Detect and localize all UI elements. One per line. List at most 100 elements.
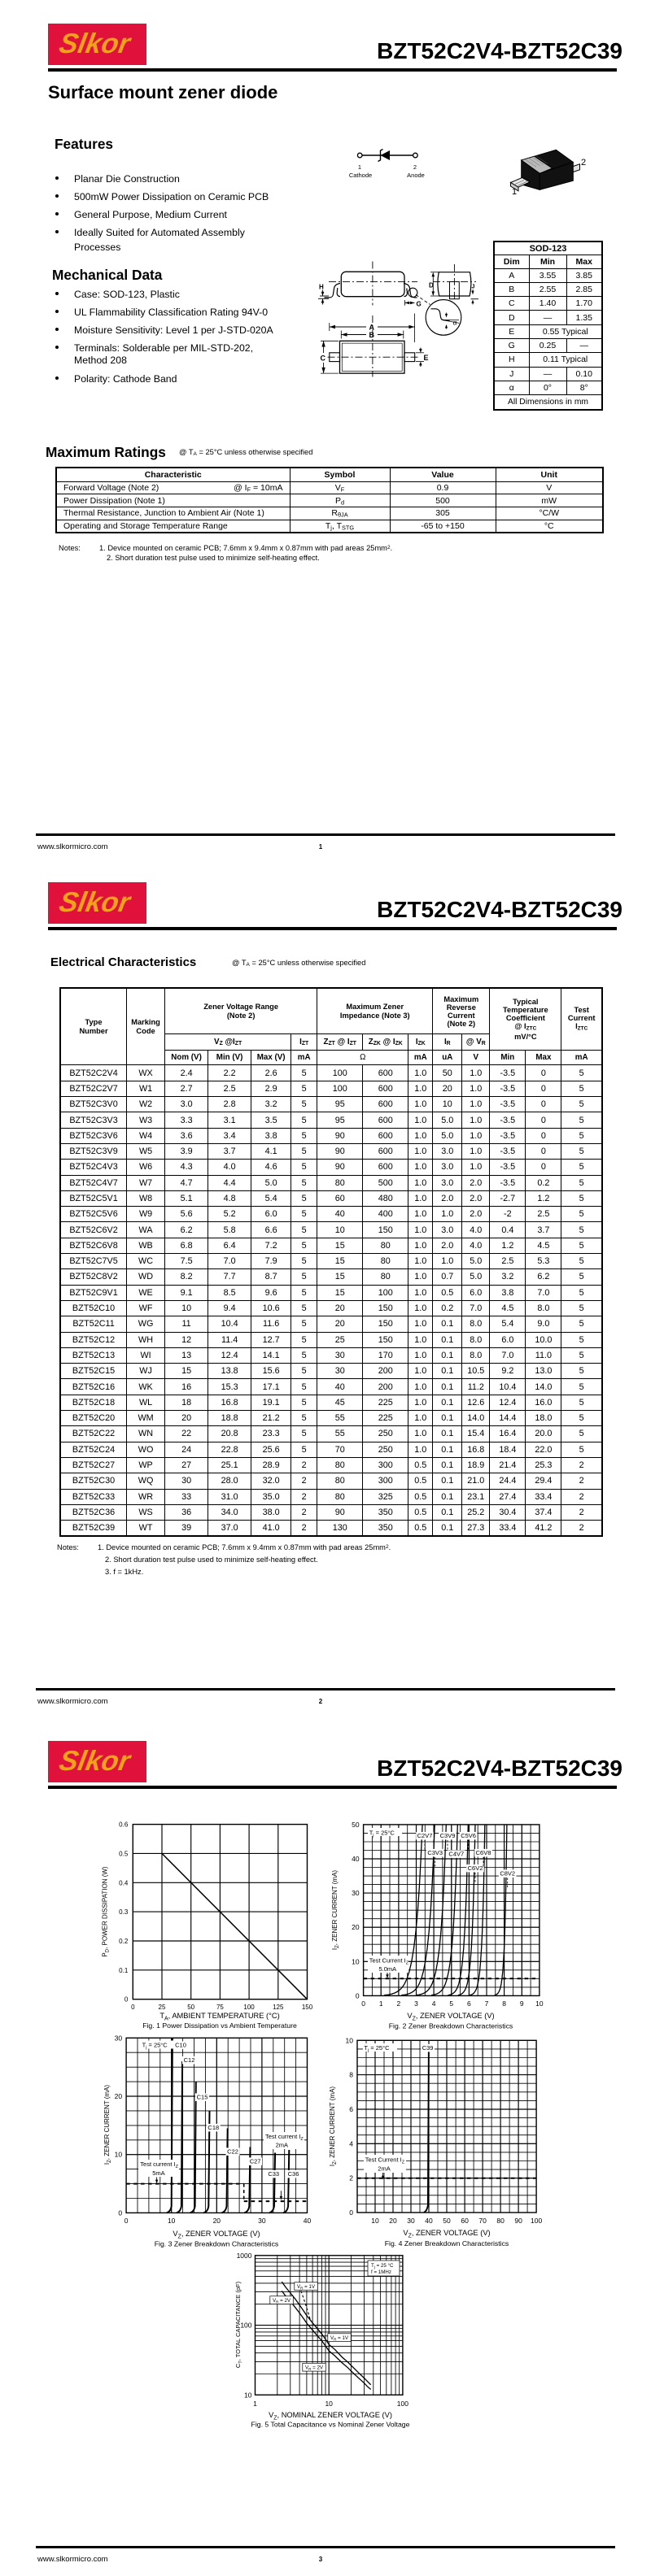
- svg-text:Anode: Anode: [407, 172, 425, 179]
- svg-text:0.5: 0.5: [119, 1850, 129, 1857]
- svg-text:10: 10: [325, 2400, 333, 2408]
- svg-text:30: 30: [352, 1889, 360, 1897]
- svg-text:20: 20: [352, 1923, 360, 1931]
- svg-text:40: 40: [352, 1855, 360, 1863]
- svg-text:VZ, ZENER VOLTAGE (V): VZ, ZENER VOLTAGE (V): [403, 2229, 490, 2239]
- svg-text:C3V3: C3V3: [427, 1849, 443, 1856]
- svg-text:C10: C10: [175, 2042, 186, 2049]
- svg-text:50: 50: [352, 1821, 360, 1829]
- svg-text:50: 50: [187, 2004, 194, 2011]
- svg-text:0: 0: [124, 1996, 129, 2004]
- svg-text:100: 100: [240, 2321, 251, 2330]
- svg-text:6: 6: [349, 2105, 353, 2113]
- svg-text:IZ, ZENER CURRENT (mA): IZ, ZENER CURRENT (mA): [103, 2085, 112, 2165]
- svg-text:30: 30: [115, 2034, 123, 2042]
- svg-text:6: 6: [467, 1999, 471, 2008]
- svg-text:α: α: [453, 319, 457, 327]
- svg-text:Fig. 4 Zener Breakdown Charac: Fig. 4 Zener Breakdown Characteristics: [385, 2239, 509, 2247]
- svg-text:Test current IZ: Test current IZ: [140, 2160, 178, 2169]
- svg-text:C33: C33: [268, 2170, 279, 2178]
- svg-text:0.4: 0.4: [119, 1879, 129, 1886]
- svg-text:C2V7: C2V7: [417, 1832, 433, 1839]
- svg-text:Test Current IZ: Test Current IZ: [365, 2156, 405, 2165]
- svg-text:H: H: [319, 284, 324, 291]
- svg-text:G: G: [417, 301, 422, 308]
- svg-text:C4V7: C4V7: [448, 1851, 464, 1858]
- svg-text:10: 10: [244, 2391, 252, 2399]
- svg-text:10: 10: [371, 2217, 379, 2225]
- svg-text:D: D: [429, 282, 434, 289]
- svg-text:Test Current IZ: Test Current IZ: [369, 1957, 409, 1966]
- svg-text:2mA: 2mA: [378, 2165, 390, 2173]
- svg-text:VR = 2V: VR = 2V: [273, 2298, 291, 2304]
- svg-text:60: 60: [461, 2217, 469, 2225]
- svg-text:C36: C36: [288, 2170, 299, 2178]
- svg-text:1: 1: [253, 2400, 257, 2408]
- svg-text:100: 100: [531, 2217, 542, 2225]
- svg-text:1000: 1000: [237, 2252, 252, 2260]
- svg-text:100: 100: [397, 2400, 408, 2408]
- svg-text:4: 4: [432, 1999, 436, 2008]
- svg-text:0: 0: [356, 1991, 360, 1999]
- svg-text:B: B: [369, 331, 375, 339]
- svg-text:8: 8: [349, 2071, 353, 2079]
- svg-text:40: 40: [304, 2217, 312, 2225]
- svg-text:VR = 2V: VR = 2V: [305, 2365, 324, 2371]
- svg-text:30: 30: [258, 2217, 266, 2225]
- svg-text:0: 0: [118, 2208, 122, 2217]
- svg-text:C27: C27: [250, 2158, 261, 2165]
- svg-text:0: 0: [361, 1999, 365, 2008]
- svg-text:IZ, ZENER CURRENT (mA): IZ, ZENER CURRENT (mA): [330, 2086, 338, 2167]
- svg-text:5: 5: [449, 1999, 453, 2008]
- svg-text:10: 10: [352, 1957, 360, 1965]
- svg-text:125: 125: [273, 2004, 284, 2011]
- svg-text:0: 0: [124, 2217, 129, 2225]
- svg-text:10: 10: [168, 2217, 176, 2225]
- svg-text:50: 50: [443, 2217, 451, 2225]
- svg-text:100: 100: [243, 2004, 255, 2011]
- svg-text:PD, POWER DISSIPATION (W): PD, POWER DISSIPATION (W): [102, 1866, 111, 1957]
- svg-text:90: 90: [514, 2217, 522, 2225]
- svg-text:C18: C18: [208, 2124, 219, 2131]
- svg-text:VZ, ZENER VOLTAGE (V): VZ, ZENER VOLTAGE (V): [407, 2012, 494, 2022]
- svg-text:20: 20: [115, 2092, 123, 2100]
- svg-text:C: C: [321, 355, 326, 363]
- svg-text:0: 0: [349, 2208, 353, 2217]
- svg-text:0.6: 0.6: [119, 1821, 129, 1829]
- svg-text:CT, TOTAL CAPACITANCE (pF): CT, TOTAL CAPACITANCE (pF): [234, 2281, 243, 2368]
- svg-text:7: 7: [485, 1999, 489, 2008]
- svg-text:Fig. 2 Zener Breakdown Charac: Fig. 2 Zener Breakdown Characteristics: [389, 2022, 513, 2030]
- svg-text:9: 9: [520, 1999, 524, 2008]
- svg-text:2mA: 2mA: [276, 2142, 288, 2149]
- svg-text:40: 40: [425, 2217, 433, 2225]
- svg-text:4: 4: [349, 2139, 353, 2147]
- svg-text:VZ, NOMINAL ZENER VOLTAGE (V): VZ, NOMINAL ZENER VOLTAGE (V): [269, 2411, 392, 2422]
- svg-text:VR = 1V: VR = 1V: [330, 2335, 349, 2341]
- svg-text:150: 150: [302, 2004, 313, 2011]
- svg-text:C12: C12: [184, 2056, 195, 2064]
- svg-text:2: 2: [349, 2174, 353, 2182]
- svg-text:C6V2: C6V2: [468, 1865, 483, 1872]
- svg-text:J: J: [472, 285, 475, 290]
- svg-text:80: 80: [496, 2217, 505, 2225]
- svg-text:1: 1: [358, 163, 361, 171]
- svg-text:2: 2: [413, 163, 417, 171]
- svg-text:Fig. 5 Total Capacitance vs N: Fig. 5 Total Capacitance vs Nominal Zene…: [251, 2421, 410, 2429]
- svg-text:70: 70: [478, 2217, 487, 2225]
- svg-text:Tj = 25°C: Tj = 25°C: [369, 1830, 395, 1838]
- svg-text:C39: C39: [422, 2044, 434, 2052]
- svg-text:10: 10: [346, 2036, 354, 2044]
- svg-text:0: 0: [131, 2004, 135, 2011]
- svg-text:IZ, ZENER CURRENT (mA): IZ, ZENER CURRENT (mA): [331, 1870, 340, 1951]
- svg-text:30: 30: [407, 2217, 415, 2225]
- svg-text:10: 10: [115, 2151, 123, 2159]
- svg-text:C8V2: C8V2: [500, 1870, 515, 1878]
- svg-text:VR = 1V: VR = 1V: [297, 2284, 316, 2290]
- svg-text:2: 2: [581, 158, 586, 168]
- svg-text:1: 1: [512, 187, 517, 197]
- svg-text:C5V6: C5V6: [461, 1832, 476, 1839]
- svg-text:f = 1MHz: f = 1MHz: [371, 2269, 391, 2275]
- svg-text:TA, AMBIENT TEMPERATURE (°C): TA, AMBIENT TEMPERATURE (°C): [159, 2012, 279, 2022]
- svg-text:Fig. 3 Zener Breakdown Charac: Fig. 3 Zener Breakdown Characteristics: [155, 2240, 279, 2248]
- svg-text:E: E: [424, 354, 429, 362]
